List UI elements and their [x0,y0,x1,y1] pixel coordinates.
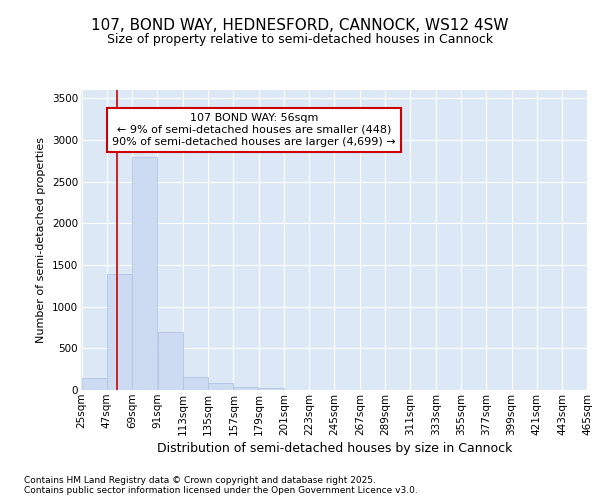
Bar [259,388,284,390]
Bar [208,383,233,390]
Text: Contains HM Land Registry data © Crown copyright and database right 2025.: Contains HM Land Registry data © Crown c… [24,476,376,485]
Bar [82,378,107,390]
Text: Size of property relative to semi-detached houses in Cannock: Size of property relative to semi-detach… [107,32,493,46]
Text: Contains public sector information licensed under the Open Government Licence v3: Contains public sector information licen… [24,486,418,495]
Bar [233,387,259,390]
Bar [107,274,132,390]
Text: 107, BOND WAY, HEDNESFORD, CANNOCK, WS12 4SW: 107, BOND WAY, HEDNESFORD, CANNOCK, WS12… [91,18,509,32]
Y-axis label: Number of semi-detached properties: Number of semi-detached properties [37,137,46,343]
Bar [133,156,157,390]
Bar [183,376,208,390]
Bar [158,332,182,390]
Text: 107 BOND WAY: 56sqm
← 9% of semi-detached houses are smaller (448)
90% of semi-d: 107 BOND WAY: 56sqm ← 9% of semi-detache… [112,114,396,146]
X-axis label: Distribution of semi-detached houses by size in Cannock: Distribution of semi-detached houses by … [157,442,512,455]
